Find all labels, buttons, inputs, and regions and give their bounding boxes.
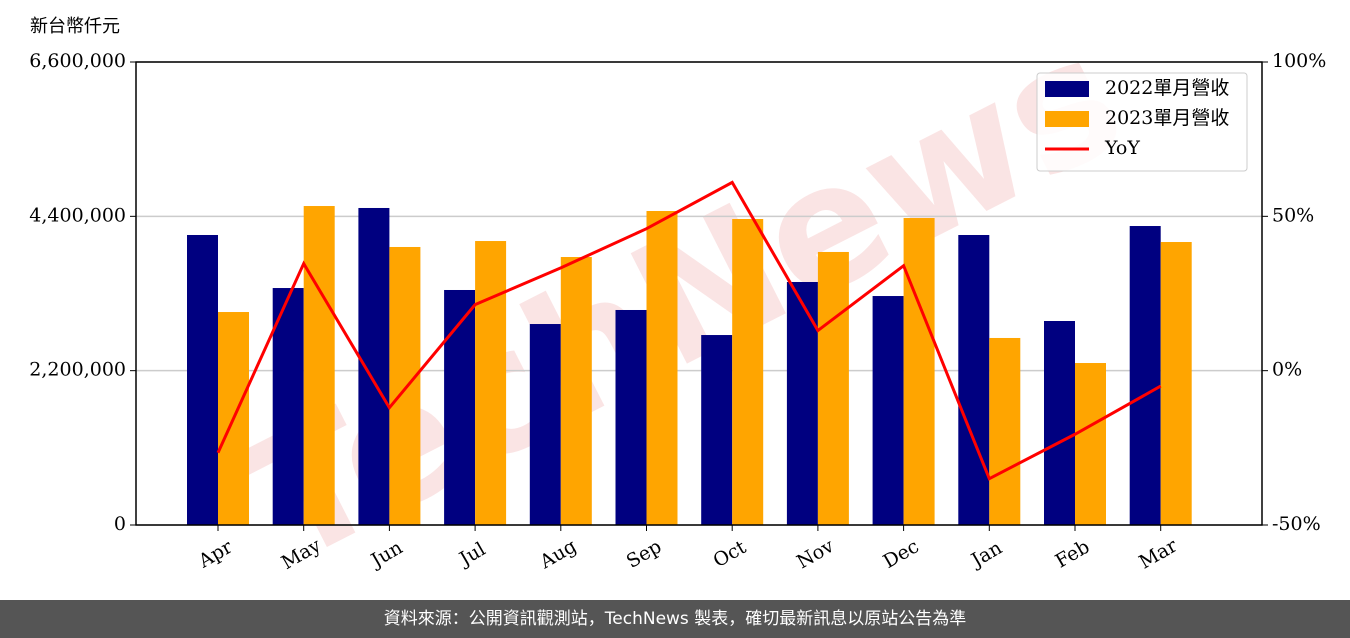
bar <box>732 218 764 525</box>
x-tick-label: Sep <box>623 535 666 572</box>
bar <box>272 288 304 525</box>
legend-label: 2023單月營收 <box>1105 107 1229 129</box>
yoy-line <box>216 180 1162 481</box>
x-tick-label: Mar <box>1135 534 1181 573</box>
bar <box>646 211 678 525</box>
y-tick-label: 0 <box>114 513 126 535</box>
bar <box>1129 226 1161 526</box>
x-tick-label: Feb <box>1052 536 1094 573</box>
bar <box>560 257 592 525</box>
bar <box>817 251 849 525</box>
legend-label: 2022單月營收 <box>1105 77 1229 99</box>
bar <box>529 324 561 525</box>
y2-tick-label: 100% <box>1272 50 1326 72</box>
y2-tick-label: -50% <box>1272 513 1321 535</box>
x-tick-label: Dec <box>880 535 923 573</box>
legend-label: YoY <box>1104 137 1140 159</box>
bar <box>187 234 218 525</box>
y-axis-label: 新台幣仟元 <box>30 16 120 37</box>
legend-swatch <box>1045 111 1089 127</box>
bar <box>1044 320 1075 525</box>
bar <box>958 234 990 525</box>
legend-swatch <box>1045 81 1089 97</box>
x-tick-label: Jan <box>966 537 1006 573</box>
y-tick-label: 4,400,000 <box>29 204 126 226</box>
y2-tick-label: 0% <box>1272 359 1302 381</box>
x-tick-label: Jul <box>454 538 489 571</box>
bar <box>701 335 733 525</box>
legend-box <box>1036 72 1248 172</box>
bar <box>903 218 935 525</box>
x-tick-label: Aug <box>535 535 580 574</box>
y2-tick-label: 50% <box>1272 204 1314 226</box>
footer: 資料來源：公開資訊觀測站，TechNews 製表，確切最新訊息以原站公告為準 <box>0 600 1350 638</box>
x-tick-label: Nov <box>793 535 838 574</box>
plot-frame <box>135 61 1263 526</box>
bar <box>475 241 507 525</box>
bar <box>989 337 1021 525</box>
y-tick-label: 2,200,000 <box>29 359 126 381</box>
x-tick-label: Apr <box>194 535 237 572</box>
bar <box>786 281 818 525</box>
x-tick-label: Oct <box>710 536 751 572</box>
chart: TechNews 新台幣仟元 02,200,0004,400,0006,600,… <box>29 0 1326 600</box>
y-tick-label: 6,600,000 <box>29 50 126 72</box>
bar <box>1160 242 1192 525</box>
bar <box>444 289 476 525</box>
bar <box>358 207 390 526</box>
bar <box>303 206 335 525</box>
bar <box>872 296 904 525</box>
bar <box>1075 363 1106 525</box>
bar <box>615 309 647 525</box>
bar <box>389 246 421 525</box>
